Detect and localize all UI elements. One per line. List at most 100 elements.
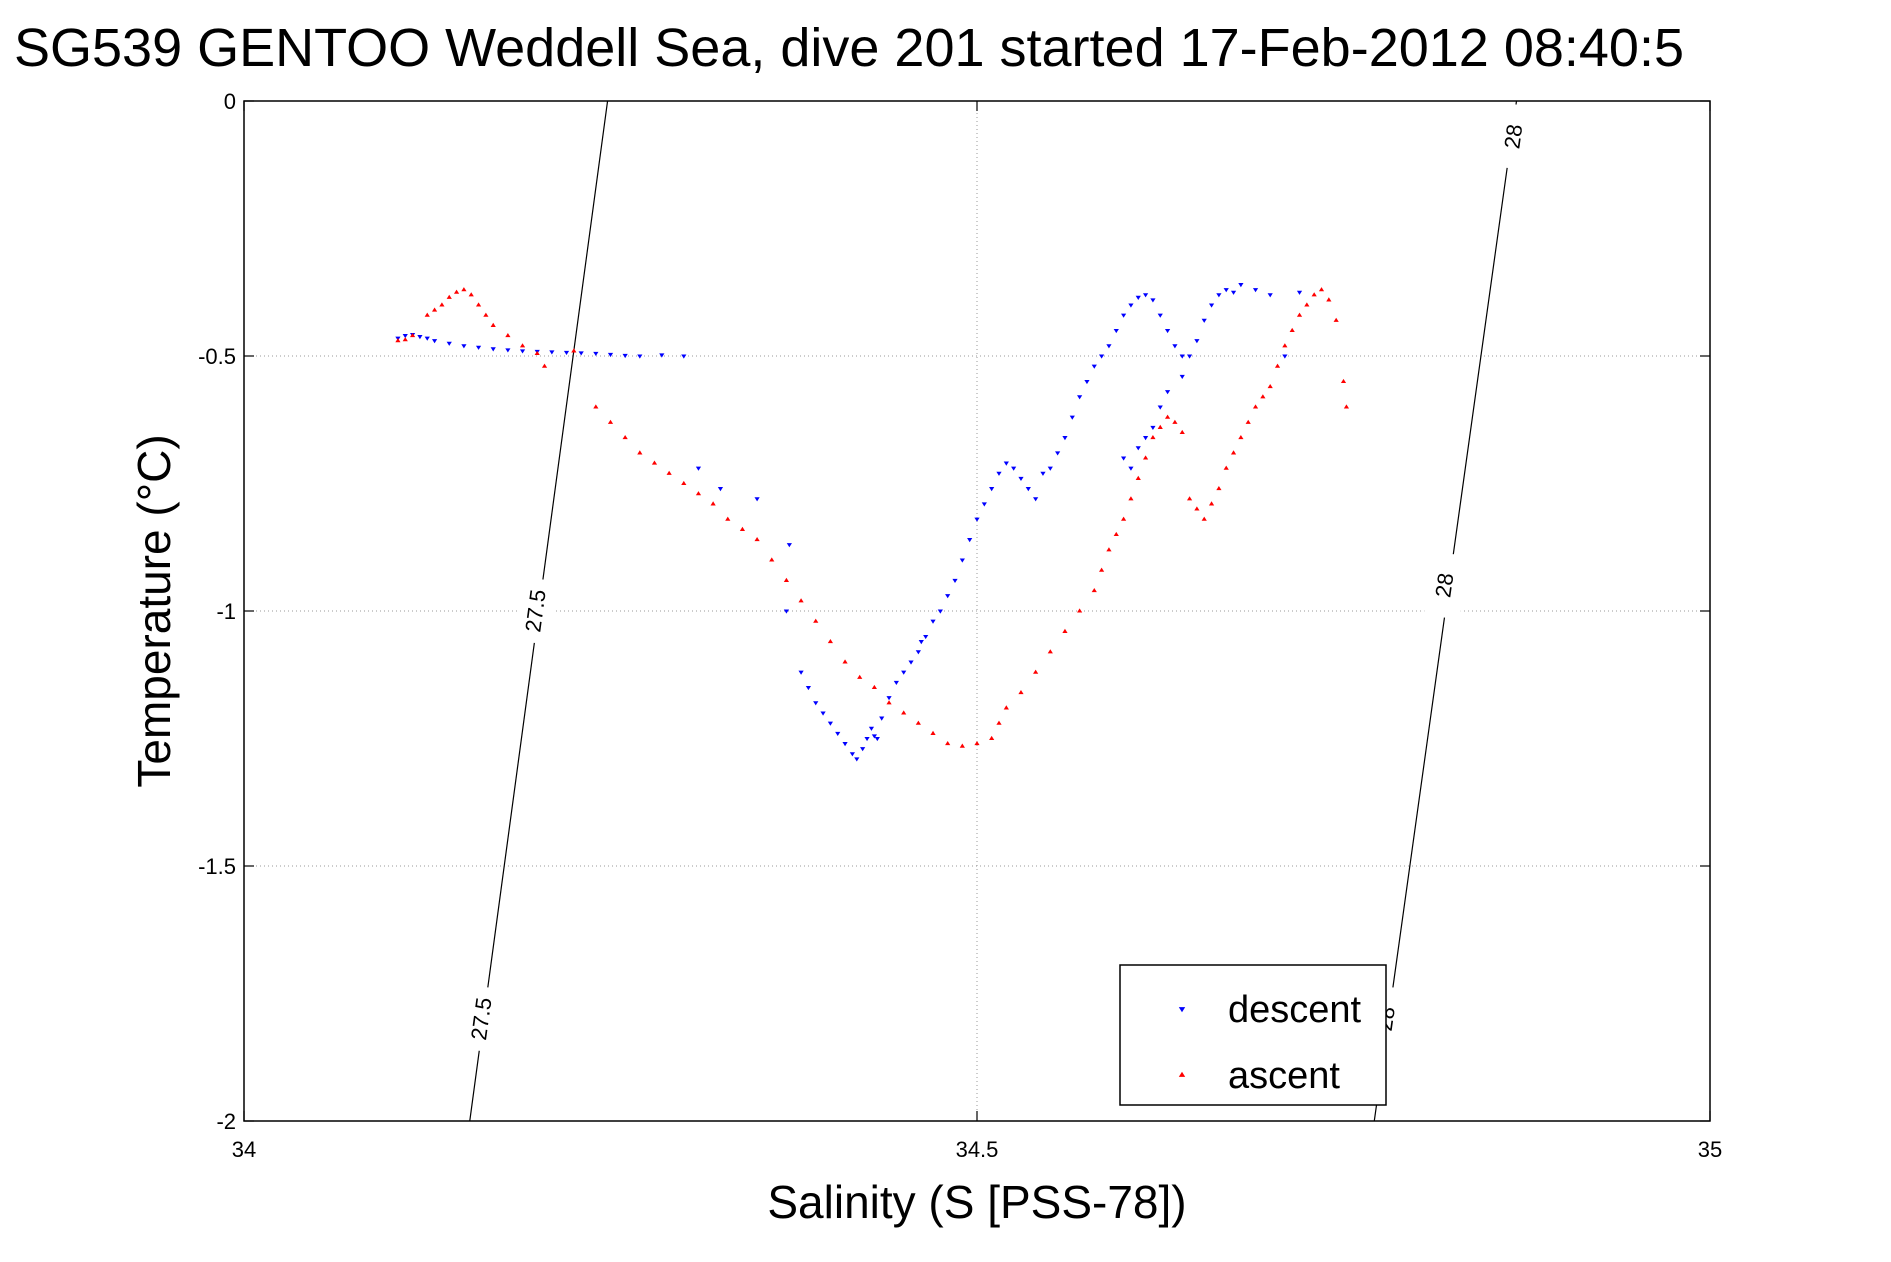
contour-label-0-1: 27.5 [466, 996, 497, 1042]
legend-marker-descent [1178, 1007, 1186, 1013]
ascent-point-40 [915, 720, 921, 725]
contour-label-bg-1-1 [1423, 551, 1469, 620]
ascent-point-58 [1128, 496, 1134, 501]
ascent-legend-glyph [1178, 1071, 1186, 1077]
descent-point-10 [505, 348, 511, 353]
ascent-point-17 [571, 348, 577, 353]
descent-point-46 [915, 650, 921, 655]
descent-legend-glyph [1178, 1007, 1186, 1013]
descent-point-3 [417, 335, 423, 340]
ascent-point-14 [519, 343, 526, 348]
ascent-point-61 [1150, 435, 1156, 440]
ascent-point-51 [1062, 628, 1068, 633]
ascent-point-10 [475, 302, 482, 307]
ascent-point-15 [534, 350, 540, 356]
ascent-point-54 [1099, 567, 1105, 572]
descent-point-62 [1025, 487, 1031, 492]
descent-point-27 [798, 670, 804, 675]
descent-point-7 [461, 344, 467, 349]
descent-point-42 [886, 696, 892, 701]
ascent-point-6 [446, 294, 452, 299]
descent-point-65 [1047, 466, 1053, 471]
descent-point-37 [864, 736, 870, 742]
descent-point-88 [1150, 425, 1156, 430]
x-tick-label-2: 35 [1698, 1137, 1722, 1162]
descent-point-101 [1267, 293, 1273, 298]
descent-point-82 [1172, 344, 1178, 349]
legend-box [1119, 964, 1387, 1106]
descent-point-84 [1121, 456, 1127, 461]
y-tick-label-4: -2 [216, 1109, 236, 1134]
ascent-point-31 [783, 577, 790, 582]
descent-point-99 [1238, 283, 1244, 288]
ascent-point-67 [1194, 506, 1200, 511]
descent-point-20 [659, 353, 665, 358]
ascent-point-53 [1091, 588, 1097, 593]
descent-point-41 [879, 716, 885, 721]
ascent-point-88 [1343, 404, 1350, 409]
ascent-point-47 [1003, 705, 1009, 710]
ascent-point-34 [827, 639, 833, 644]
descent-point-96 [1216, 293, 1222, 298]
descent-point-48 [923, 634, 929, 640]
ascent-point-2 [409, 333, 416, 338]
contour-label-bg-0-1 [460, 984, 506, 1054]
ascent-point-72 [1230, 450, 1237, 455]
ascent-point-43 [959, 743, 965, 748]
grid-lines [244, 101, 1710, 1121]
ascent-point-63 [1164, 414, 1171, 419]
descent-point-95 [1208, 303, 1215, 308]
contour-label-1-0: 28 [1499, 123, 1527, 151]
descent-point-54 [967, 538, 973, 543]
descent-point-61 [1018, 476, 1024, 481]
ascent-point-79 [1282, 343, 1288, 348]
descent-point-5 [431, 339, 438, 344]
ascent-point-28 [739, 526, 746, 531]
x-tick-label-1: 34.5 [956, 1137, 999, 1162]
descent-point-18 [622, 353, 628, 359]
ascent-point-25 [695, 491, 702, 496]
ascent-point-3 [424, 312, 430, 317]
descent-point-70 [1084, 379, 1090, 385]
ascent-point-64 [1172, 419, 1178, 424]
descent-point-72 [1099, 354, 1105, 359]
ascent-point-68 [1201, 516, 1207, 521]
descent-point-102 [1282, 354, 1288, 359]
descent-point-24 [754, 497, 760, 502]
descent-point-35 [854, 757, 860, 762]
contour-label-1-1: 28 [1430, 571, 1458, 599]
descent-point-19 [637, 354, 643, 359]
descent-point-36 [860, 747, 866, 752]
descent-point-56 [981, 502, 987, 507]
ascent-point-18 [593, 404, 599, 409]
descent-point-6 [446, 341, 452, 346]
x-tick-label-0: 34 [232, 1137, 256, 1162]
descent-point-100 [1252, 288, 1259, 293]
ascent-point-59 [1135, 475, 1141, 480]
ascent-point-8 [461, 287, 467, 292]
y-tick-label-2: -1 [216, 599, 236, 624]
ascent-point-85 [1326, 297, 1332, 302]
descent-point-9 [490, 347, 496, 352]
descent-point-11 [519, 349, 526, 354]
y-tick-label-3: -1.5 [198, 854, 236, 879]
descent-point-64 [1040, 471, 1046, 476]
x-axis-label: Salinity (S [PSS-78]) [767, 1176, 1186, 1228]
ascent-point-9 [468, 292, 474, 297]
ascent-point-50 [1047, 649, 1053, 654]
ascent-point-62 [1157, 424, 1163, 429]
descent-point-93 [1194, 339, 1200, 344]
ascent-point-82 [1304, 302, 1310, 307]
descent-point-81 [1164, 328, 1171, 334]
ascent-point-26 [710, 501, 716, 506]
descent-point-79 [1150, 298, 1156, 303]
ascent-point-41 [930, 730, 936, 735]
descent-point-60 [1011, 466, 1017, 471]
descent-point-91 [1179, 374, 1185, 379]
ascent-point-20 [622, 435, 628, 440]
ascent-point-52 [1077, 608, 1083, 613]
legend-label-ascent: ascent [1228, 1055, 1340, 1097]
descent-point-22 [695, 466, 702, 471]
descent-point-94 [1201, 318, 1207, 323]
ascent-point-23 [666, 470, 672, 475]
